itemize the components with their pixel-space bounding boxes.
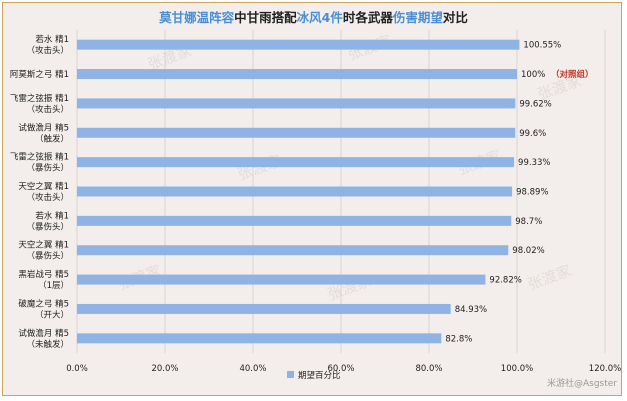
title-part-1: 中甘雨搭配	[234, 10, 297, 25]
bar-9	[77, 303, 451, 314]
bar-2	[77, 98, 516, 109]
x-tick-label-5: 100.0%	[501, 364, 533, 374]
data-label-3: 99.6%	[519, 129, 546, 139]
chart-frame	[2, 2, 622, 396]
data-label-0: 100.55%	[523, 41, 561, 51]
bar-10	[77, 333, 442, 344]
title-part-3: 时各武器	[342, 10, 393, 25]
legend-label: 期望百分比	[298, 370, 341, 381]
x-tick-label-2: 40.0%	[239, 364, 266, 374]
x-tick-label-3: 60.0%	[327, 364, 354, 374]
category-label-7-0: 天空之翼 精1	[18, 240, 69, 251]
category-label-8-0: 黑岩战弓 精5	[18, 269, 69, 280]
bar-0	[77, 39, 520, 50]
category-label-3-1: （触发）	[35, 133, 69, 144]
category-label-2-0: 飞雷之弦振 精1	[10, 93, 69, 104]
title-part-0: 莫甘娜温阵容	[159, 10, 235, 25]
category-label-10-1: （未触发）	[26, 339, 69, 350]
legend-swatch	[287, 371, 294, 378]
category-label-5-1: （攻击头）	[26, 192, 69, 203]
data-label-4: 99.33%	[518, 158, 550, 168]
watermark-7: 张渡家	[525, 261, 573, 293]
bar-1	[77, 69, 517, 80]
category-label-9-1: （开大）	[35, 309, 69, 320]
data-label-10: 82.8%	[445, 334, 472, 344]
category-label-10-0: 试做澹月 精5	[18, 328, 69, 339]
category-label-6-0: 若水 精1	[35, 210, 69, 221]
category-label-6-1: （暴伤头）	[26, 221, 69, 232]
category-label-0-0: 若水 精1	[35, 34, 69, 45]
category-label-0-1: （攻击头）	[26, 45, 69, 56]
title-part-5: 对比	[442, 10, 468, 25]
data-label-1: 100%	[521, 70, 545, 80]
data-label-2: 99.62%	[519, 99, 551, 109]
title-part-4: 伤害期望	[392, 10, 443, 25]
watermark-2: 张渡家	[235, 151, 283, 183]
data-label-7: 98.02%	[512, 246, 544, 256]
category-label-4-1: （暴伤头）	[26, 163, 69, 174]
category-label-1-0: 阿莫斯之弓 精1	[10, 69, 69, 80]
x-tick-label-1: 20.0%	[151, 364, 178, 374]
x-tick-label-0: 0.0%	[66, 364, 88, 374]
data-label-9: 84.93%	[455, 305, 487, 315]
category-label-8-1: （1层）	[38, 280, 69, 291]
source-credit: 米游社@Asgster	[546, 379, 617, 389]
bar-7	[77, 245, 509, 256]
bar-3	[77, 127, 516, 138]
bar-6	[77, 215, 512, 226]
data-label-5: 98.89%	[516, 188, 548, 198]
x-tick-label-4: 80.0%	[415, 364, 442, 374]
control-group-annotation: （对照组）	[551, 69, 594, 80]
bar-4	[77, 157, 515, 168]
data-label-8: 92.82%	[489, 276, 521, 286]
data-label-6: 98.7%	[515, 217, 542, 227]
chart-title: 莫甘娜温阵容中甘雨搭配冰风4件时各武器伤害期望对比	[0, 7, 627, 26]
title-part-2: 冰风4件	[296, 10, 343, 25]
category-label-2-1: （攻击头）	[26, 104, 69, 115]
bar-5	[77, 186, 513, 197]
category-label-4-0: 飞雷之弦振 精1	[10, 152, 69, 163]
bar-8	[77, 274, 486, 285]
category-label-9-0: 破魔之弓 精5	[18, 298, 69, 309]
category-label-7-1: （暴伤头）	[26, 251, 69, 262]
category-label-5-0: 天空之翼 精1	[18, 181, 69, 192]
category-label-3-0: 试做澹月 精5	[18, 122, 69, 133]
x-tick-label-6: 120.0%	[589, 364, 621, 374]
